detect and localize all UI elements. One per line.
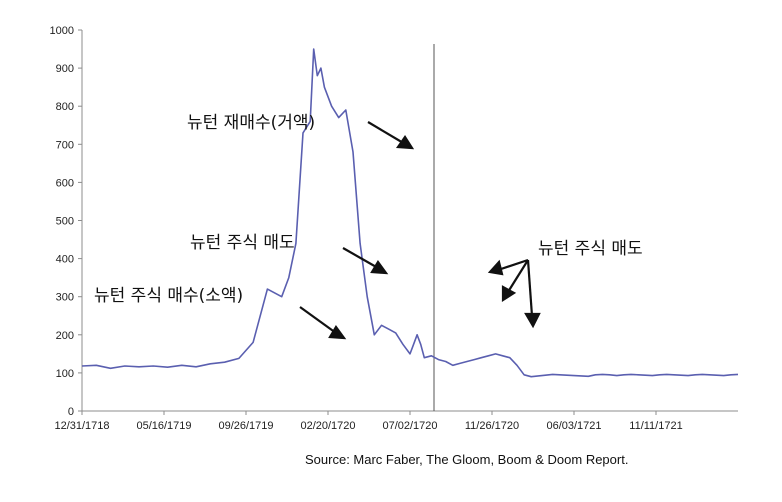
arrow-sell-2c: [526, 259, 534, 317]
annotation-sell-1: 뉴턴 주식 매도: [190, 233, 295, 253]
arrow-sell-1: [342, 247, 379, 269]
x-tick-label: 02/20/1720: [300, 420, 355, 432]
y-tick-label: 800: [56, 101, 74, 113]
y-tick-label: 300: [56, 292, 74, 304]
arrow-sell-2a: [497, 258, 529, 272]
arrowhead-sell-2c: [524, 312, 541, 329]
y-tick-label: 500: [56, 216, 74, 228]
source-caption: Source: Marc Faber, The Gloom, Boom & Do…: [305, 452, 629, 467]
arrow-rebuy: [367, 121, 406, 145]
annotation-buy-small: 뉴턴 주식 매수(소액): [94, 286, 243, 306]
arrowhead-rebuy: [395, 135, 415, 150]
y-tick-label: 100: [56, 368, 74, 380]
y-tick-label: 600: [56, 177, 74, 189]
y-axis-ticks: 0 100 200 300 400 500 600 700 800 900 1000: [50, 25, 82, 418]
y-tick-label: 1000: [50, 25, 74, 37]
annotation-rebuy: 뉴턴 재매수(거액): [187, 113, 315, 133]
x-tick-label: 06/03/1721: [546, 420, 601, 432]
arrowhead-buy-small: [328, 325, 347, 340]
y-tick-label: 200: [56, 330, 74, 342]
x-tick-label: 11/11/1721: [629, 420, 682, 432]
x-tick-label: 09/26/1719: [218, 420, 273, 432]
annotation-arrows: [299, 121, 541, 340]
series-line: [81, 48, 739, 378]
arrow-buy-small: [299, 306, 337, 334]
y-tick-label: 900: [56, 63, 74, 75]
x-tick-label: 11/26/1720: [465, 420, 519, 432]
annotation-sell-2: 뉴턴 주식 매도: [538, 239, 643, 259]
x-tick-label: 07/02/1720: [382, 420, 437, 432]
arrowhead-sell-2b: [501, 285, 517, 303]
arrowhead-sell-1: [370, 260, 389, 275]
arrowhead-sell-2a: [487, 259, 504, 276]
x-tick-label: 12/31/1718: [54, 420, 109, 432]
x-axis-ticks: 12/31/1718 05/16/1719 09/26/1719 02/20/1720…: [54, 411, 683, 432]
y-tick-label: 400: [56, 254, 74, 266]
x-tick-label: 05/16/1719: [136, 420, 191, 432]
y-tick-label: 0: [68, 406, 74, 418]
y-tick-label: 700: [56, 139, 74, 151]
arrow-sell-2b: [507, 259, 529, 293]
